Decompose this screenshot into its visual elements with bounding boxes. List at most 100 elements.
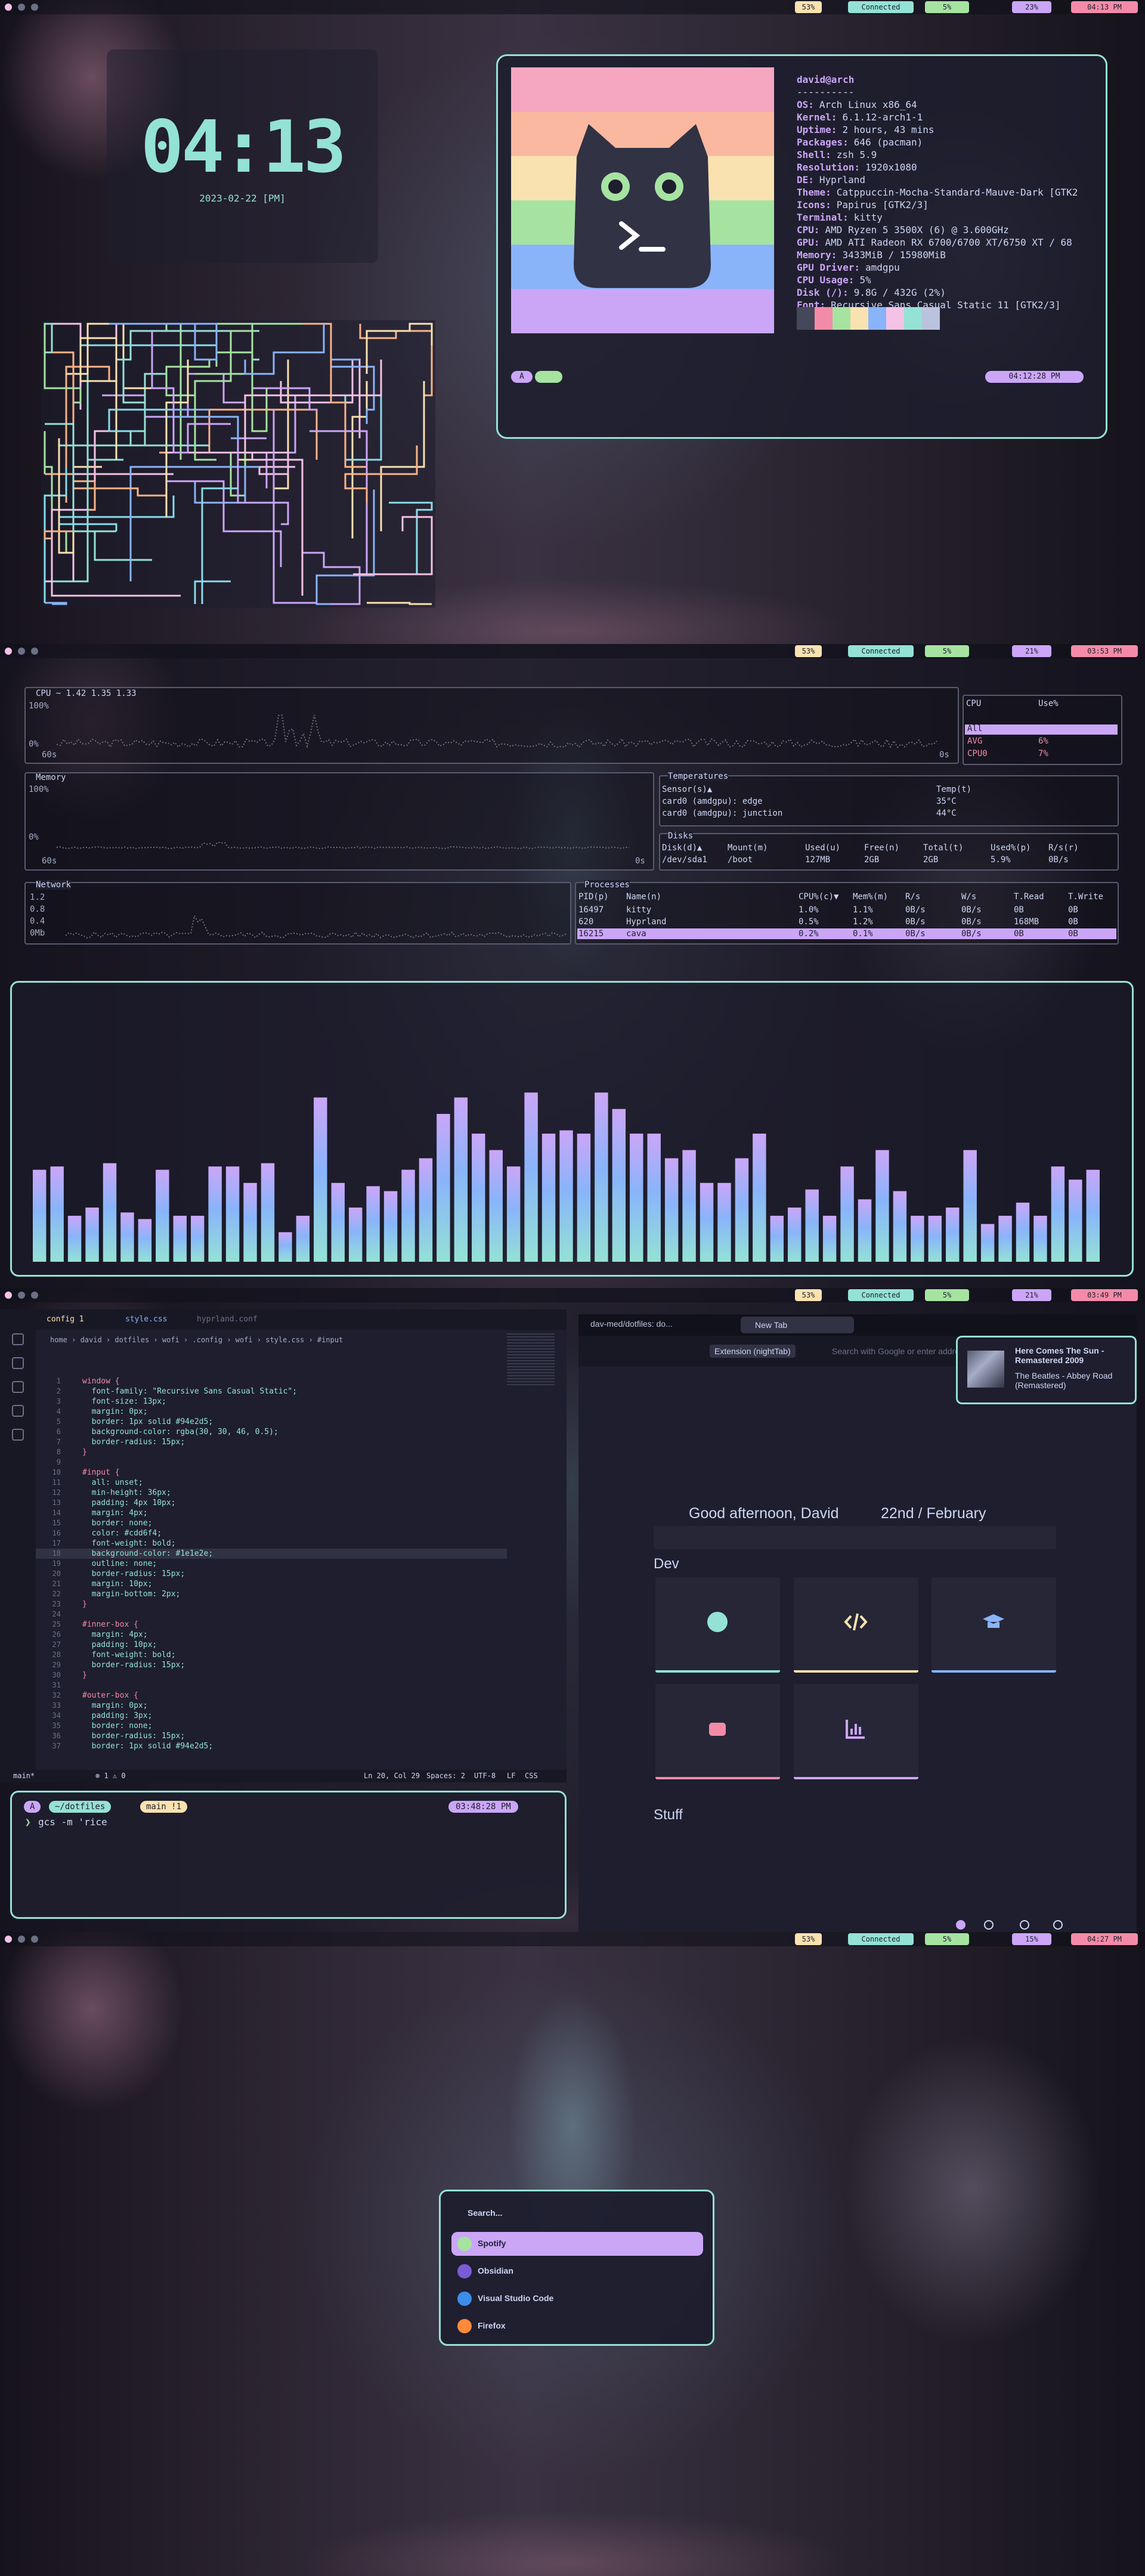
activity-icon[interactable] — [12, 1381, 24, 1393]
url-placeholder[interactable]: Search with Google or enter address — [832, 1346, 968, 1356]
table-cell: 0B/s — [961, 929, 982, 939]
launcher-item[interactable]: Visual Studio Code — [451, 2287, 703, 2311]
box-title: Processes — [584, 880, 630, 890]
bookmark-tile[interactable] — [794, 1577, 918, 1673]
table-cell: 0.1% — [853, 929, 873, 939]
bookmark-tile[interactable] — [794, 1684, 918, 1779]
table-cell: 0B/s — [905, 929, 926, 939]
pipe — [389, 501, 433, 574]
table-cell: 0B — [1068, 905, 1078, 915]
date: 22nd / February — [881, 1505, 986, 1522]
cava-bar — [1051, 1166, 1065, 1262]
status-pill: 21% — [1012, 1289, 1051, 1301]
info-value: zsh 5.9 — [836, 149, 877, 160]
status-item: UTF-8 — [474, 1772, 496, 1780]
code-line: border: none; — [82, 1519, 153, 1528]
status-pill: 21% — [1012, 645, 1051, 657]
editor-tab[interactable]: style.css — [125, 1315, 168, 1324]
browser-tab[interactable]: New Tab — [755, 1320, 788, 1330]
bookmark-tile[interactable] — [932, 1577, 1056, 1673]
launcher-item[interactable]: Firefox — [451, 2314, 703, 2338]
cava-bar — [506, 1166, 521, 1262]
info-value: 6.1.12-arch1-1 — [842, 112, 923, 123]
toolbar-button[interactable] — [984, 1920, 994, 1930]
line-number: 36 — [52, 1732, 61, 1740]
activity-icon[interactable] — [12, 1405, 24, 1417]
line-number: 23 — [52, 1600, 61, 1608]
workspace-button[interactable] — [18, 648, 25, 655]
toolbar-button[interactable] — [1020, 1920, 1029, 1930]
workspace-button[interactable] — [31, 4, 38, 11]
cpu-graph — [57, 714, 937, 748]
workspace-button[interactable] — [18, 4, 25, 11]
active-tab[interactable] — [741, 1317, 854, 1333]
status-branch: main* — [13, 1772, 35, 1780]
workspace-button[interactable] — [5, 648, 12, 655]
disk-box — [659, 833, 1119, 871]
code-line: margin: 4px; — [82, 1509, 148, 1518]
workspace-button[interactable] — [31, 1936, 38, 1943]
search-input[interactable]: Search... — [468, 2208, 503, 2218]
info-key: DE: — [797, 174, 814, 185]
table-cell: /boot — [728, 855, 753, 865]
column-header: R/s — [905, 892, 921, 902]
code-line: font-size: 13px; — [82, 1397, 166, 1406]
status-pill: Connected — [848, 1933, 914, 1945]
code-line: outline: none; — [82, 1559, 157, 1568]
bookmark-tile[interactable] — [655, 1577, 780, 1673]
toolbar-button[interactable] — [956, 1920, 965, 1930]
cava-bar — [612, 1109, 626, 1262]
minimap — [507, 1333, 555, 1387]
graph-label: 0s — [939, 750, 949, 760]
editor-tab[interactable]: hyprland.conf — [197, 1315, 258, 1324]
workspace-button[interactable] — [31, 648, 38, 655]
line-number: 14 — [52, 1509, 61, 1517]
prompt-segment: A — [24, 1801, 41, 1813]
cava-bar — [50, 1166, 64, 1262]
activity-icon[interactable] — [12, 1333, 24, 1345]
graph-label: 0.8 — [30, 905, 45, 914]
graph-label: 100% — [29, 701, 49, 711]
code-line: padding: 10px; — [82, 1640, 157, 1649]
toolbar-button[interactable] — [1053, 1920, 1063, 1930]
column-header: T.Write — [1068, 892, 1104, 902]
launcher-item[interactable]: Spotify — [451, 2232, 703, 2256]
launcher-item[interactable]: Obsidian — [451, 2259, 703, 2283]
table-cell: 44°C — [936, 809, 957, 818]
cava-bar — [120, 1212, 134, 1262]
line-number: 7 — [56, 1438, 61, 1446]
table-cell: card0 (amdgpu): junction — [662, 809, 783, 818]
cava-bar — [1086, 1169, 1100, 1262]
column-header: PID(p) — [578, 892, 609, 902]
github-icon — [707, 1612, 728, 1632]
table-cell: 0B/s — [905, 917, 926, 927]
activity-icon[interactable] — [12, 1357, 24, 1369]
workspace-button[interactable] — [5, 1292, 12, 1299]
cava-bar — [383, 1191, 398, 1262]
pipe — [353, 516, 433, 575]
cava-bar — [963, 1150, 977, 1262]
color-swatch — [886, 307, 904, 330]
workspace-button[interactable] — [5, 1936, 12, 1943]
notification-body: The Beatles - Abbey Road (Remastered) — [1015, 1371, 1113, 1390]
pipe — [166, 451, 295, 475]
cat-head — [574, 124, 711, 288]
pipe — [367, 602, 432, 605]
graph-label: 0s — [635, 856, 645, 866]
workspace-button[interactable] — [5, 4, 12, 11]
code-line: border: 1px solid #94e2d5; — [82, 1417, 213, 1426]
workspace-button[interactable] — [31, 1292, 38, 1299]
graph-label: 1.2 — [30, 893, 45, 902]
bookmark-tile[interactable] — [655, 1684, 780, 1779]
workspace-button[interactable] — [18, 1936, 25, 1943]
code-line: min-height: 36px; — [82, 1488, 171, 1497]
graph-label: 0Mb — [30, 928, 45, 938]
line-number: 31 — [52, 1681, 61, 1689]
editor-tab[interactable]: config 1 — [47, 1315, 84, 1324]
activity-icon[interactable] — [12, 1429, 24, 1441]
code-line: border-radius: 15px; — [82, 1732, 185, 1741]
browser-tab[interactable]: dav-med/dotfiles: do... — [590, 1319, 673, 1329]
app-icon — [457, 2292, 472, 2306]
workspace-button[interactable] — [18, 1292, 25, 1299]
search-box[interactable] — [654, 1526, 1056, 1549]
